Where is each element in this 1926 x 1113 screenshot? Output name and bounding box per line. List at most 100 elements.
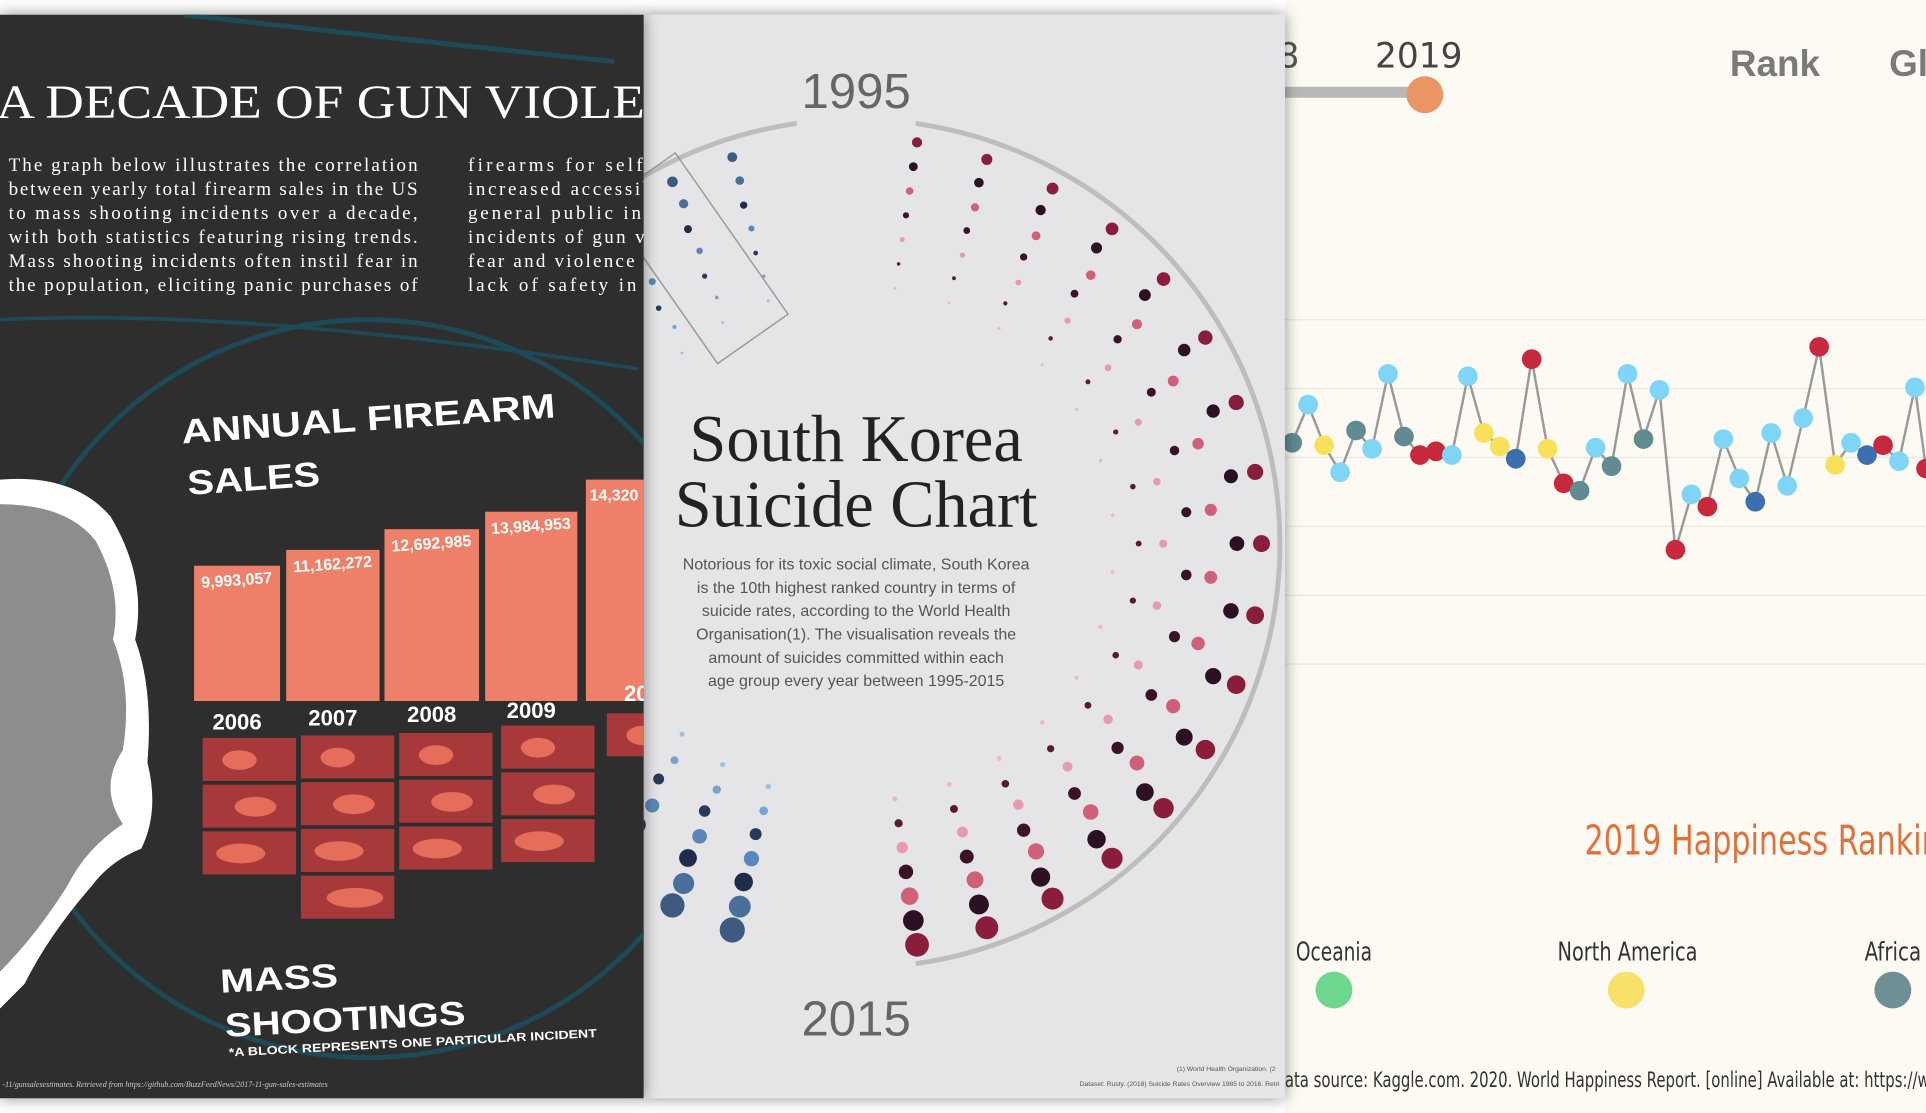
radial-chart	[643, 121, 1283, 967]
radial-dot	[952, 276, 956, 281]
grid	[1284, 319, 1926, 665]
country-dot[interactable]	[1585, 437, 1606, 458]
chart-title: Suicide Chart	[675, 468, 1038, 541]
country-dot[interactable]	[1394, 426, 1414, 447]
country-dot[interactable]	[1346, 420, 1366, 441]
radial-dot	[749, 828, 762, 841]
face-silhouette	[0, 504, 127, 972]
country-dot[interactable]	[1314, 435, 1334, 456]
country-dot[interactable]	[1537, 439, 1558, 459]
decor-arc	[183, 14, 615, 64]
country-dot[interactable]	[1489, 436, 1510, 457]
country-dot[interactable]	[1857, 445, 1877, 465]
radial-dot	[727, 152, 738, 163]
country-dot[interactable]	[1505, 448, 1526, 469]
radial-dot	[1085, 379, 1091, 385]
radial-dot	[996, 756, 1002, 761]
radial-dot	[673, 872, 695, 894]
legend-swatch[interactable]	[1607, 971, 1645, 1009]
country-dot[interactable]	[1649, 380, 1670, 400]
country-dot[interactable]	[1916, 458, 1926, 479]
country-dot[interactable]	[1553, 473, 1574, 494]
country-dot[interactable]	[1362, 439, 1382, 459]
radial-dot	[902, 212, 910, 219]
radial-dot	[970, 203, 980, 212]
country-dot[interactable]	[1905, 377, 1925, 398]
country-dot[interactable]	[1298, 394, 1318, 415]
country-dot[interactable]	[1521, 349, 1542, 369]
radial-dot	[1101, 847, 1123, 869]
radial-dot	[1192, 437, 1204, 450]
country-dot[interactable]	[1889, 451, 1909, 472]
country-dot[interactable]	[1426, 441, 1446, 462]
end-year: 2015	[801, 991, 910, 1046]
rank-header[interactable]: Rank	[1730, 43, 1821, 84]
country-dot[interactable]	[1473, 423, 1494, 443]
radial-dot	[719, 917, 745, 943]
sales-bars: 9,993,057 2006 11,162,272 2007 12,692,985 200…	[194, 479, 644, 734]
country-dot[interactable]	[1793, 408, 1813, 428]
country-dot[interactable]	[1809, 336, 1829, 357]
radial-dot	[648, 278, 656, 286]
country-dot[interactable]	[1410, 445, 1430, 465]
radial-dot	[702, 273, 708, 279]
slider-handle[interactable]	[1406, 76, 1444, 114]
country-dot[interactable]	[1761, 423, 1782, 443]
radial-dot	[903, 910, 924, 931]
country-dot[interactable]	[1569, 480, 1590, 501]
country-dot[interactable]	[1729, 468, 1750, 489]
bar	[384, 529, 480, 702]
radial-dot	[1175, 728, 1193, 746]
country-dot[interactable]	[1777, 475, 1798, 496]
radial-dot	[894, 819, 903, 828]
country-dot[interactable]	[1617, 364, 1638, 384]
country-dot[interactable]	[1681, 484, 1702, 505]
legend-swatch[interactable]	[1315, 971, 1353, 1009]
radial-dot	[759, 806, 769, 816]
radial-dot	[1133, 660, 1143, 670]
radial-dot	[1226, 675, 1246, 694]
shootings-heading: MASS SHOOTINGS *A BLOCK REPRESENTS ONE P…	[219, 958, 597, 1060]
radial-dot	[1177, 343, 1191, 357]
country-dot[interactable]	[1713, 429, 1734, 449]
country-dot[interactable]	[1282, 432, 1303, 453]
country-dot[interactable]	[1442, 445, 1462, 465]
radial-dot	[743, 851, 760, 867]
radial-dot	[660, 893, 685, 918]
year-label: 2007	[308, 706, 357, 731]
radial-dot	[946, 781, 952, 787]
radial-dot	[1156, 272, 1171, 286]
paragraph-line: to mass shooting incidents over a decade…	[9, 203, 418, 224]
splatter	[514, 831, 564, 852]
splatter	[418, 745, 454, 765]
country-dot[interactable]	[1601, 456, 1622, 476]
radial-dot	[1223, 469, 1238, 484]
radial-dot	[670, 756, 679, 765]
description-line: amount of suicides committed within each	[708, 650, 1003, 667]
country-dot[interactable]	[1458, 366, 1478, 387]
country-dot[interactable]	[1825, 455, 1845, 475]
description: Notorious for its toxic social climate, …	[683, 556, 1030, 690]
country-dot[interactable]	[1378, 364, 1398, 384]
column-header[interactable]: Gl	[1889, 43, 1926, 84]
bar	[194, 565, 281, 702]
splatter	[626, 725, 644, 746]
country-dot[interactable]	[1697, 496, 1718, 517]
radial-dot	[1167, 375, 1179, 387]
country-dot[interactable]	[1633, 429, 1654, 449]
radial-dot	[728, 895, 751, 918]
country-dot[interactable]	[1841, 432, 1861, 453]
radial-dot	[959, 252, 966, 258]
radial-dot	[1110, 513, 1115, 518]
radial-dot	[679, 849, 697, 867]
radial-dot	[765, 783, 772, 790]
bar	[485, 511, 578, 702]
country-dot[interactable]	[1745, 491, 1766, 512]
legend-swatch[interactable]	[1874, 971, 1912, 1009]
radial-dot	[653, 773, 665, 785]
country-dot[interactable]	[1873, 435, 1893, 456]
radial-dot	[1198, 330, 1213, 345]
country-dot[interactable]	[1665, 539, 1686, 560]
country-dot[interactable]	[1330, 462, 1350, 483]
bar-value-label: 11,162,272	[293, 554, 373, 576]
